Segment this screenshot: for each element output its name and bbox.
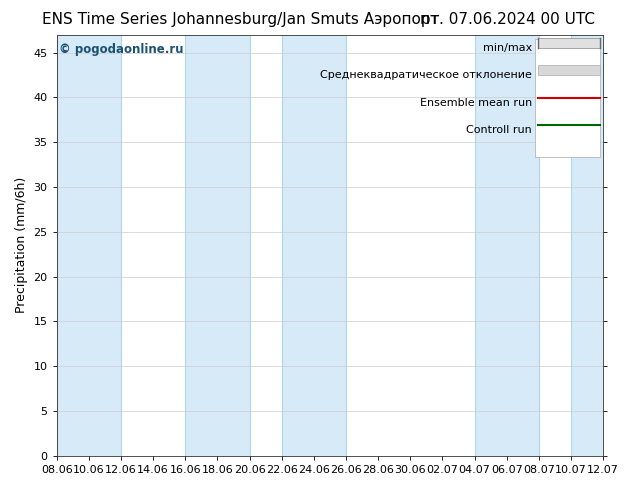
FancyBboxPatch shape xyxy=(534,39,600,157)
Text: © pogodaonline.ru: © pogodaonline.ru xyxy=(60,43,184,56)
Bar xyxy=(281,35,346,456)
Y-axis label: Precipitation (mm/6h): Precipitation (mm/6h) xyxy=(15,177,28,314)
FancyBboxPatch shape xyxy=(538,38,600,48)
FancyBboxPatch shape xyxy=(538,65,600,75)
Bar xyxy=(571,35,634,456)
Text: Ensemble mean run: Ensemble mean run xyxy=(420,98,532,108)
Text: Controll run: Controll run xyxy=(466,125,532,135)
Text: min/max: min/max xyxy=(482,43,532,53)
Bar xyxy=(474,35,539,456)
Text: ENS Time Series Johannesburg/Jan Smuts Аэропорт: ENS Time Series Johannesburg/Jan Smuts А… xyxy=(42,12,440,27)
Bar xyxy=(185,35,250,456)
Text: Среднеквадратическое отклонение: Среднеквадратическое отклонение xyxy=(320,71,532,80)
Bar xyxy=(56,35,121,456)
Text: пт. 07.06.2024 00 UTC: пт. 07.06.2024 00 UTC xyxy=(420,12,595,27)
